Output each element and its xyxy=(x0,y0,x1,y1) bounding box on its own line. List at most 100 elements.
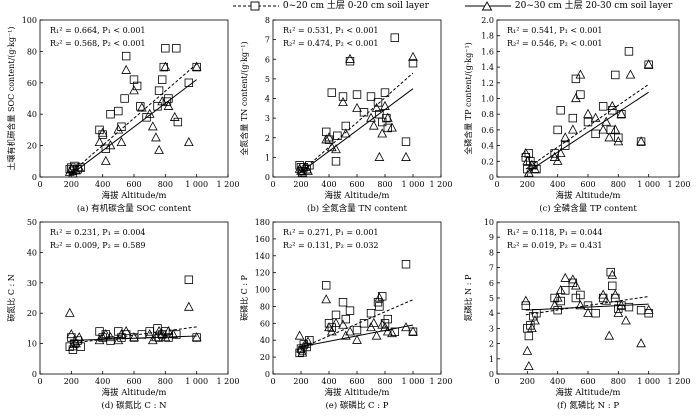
data-point-triangle xyxy=(555,148,566,158)
data-point-square xyxy=(614,133,623,142)
data-point-square xyxy=(153,102,162,111)
data-point-triangle xyxy=(352,102,362,112)
data-point-square xyxy=(561,286,570,295)
fit-line-0-20cm xyxy=(299,72,414,174)
data-point-square xyxy=(401,137,411,146)
fit-line-0-20cm xyxy=(69,63,197,175)
data-point-square xyxy=(121,51,131,61)
data-point-triangle xyxy=(71,338,81,348)
data-point-triangle xyxy=(643,304,654,314)
data-point-square xyxy=(373,98,383,107)
x-tick-label: 400 xyxy=(550,377,565,386)
data-point-square xyxy=(338,298,348,307)
chart-panel-d: 0 200 400 600 800 1 000 1 200 0 10 20 30 40 50 海拔 Alt… xyxy=(6,218,239,411)
data-point-triangle xyxy=(105,140,116,150)
data-point-triangle xyxy=(604,330,615,340)
data-point-triangle xyxy=(157,96,168,106)
x-tick-label: 0 xyxy=(494,377,499,386)
data-point-square xyxy=(106,110,115,119)
y-tick-label: 80 xyxy=(27,47,37,56)
data-point-triangle xyxy=(324,132,334,142)
data-point-triangle xyxy=(408,326,418,336)
data-point-triangle xyxy=(401,151,411,161)
data-point-triangle xyxy=(338,319,348,329)
legend-solid-line-triangle-icon xyxy=(465,0,511,10)
data-point-triangle xyxy=(613,307,624,317)
data-point-triangle xyxy=(575,69,586,79)
data-point-triangle xyxy=(575,300,586,310)
data-point-square xyxy=(591,129,600,139)
data-point-square xyxy=(571,74,581,84)
y-axis-label: 氮磷比 N : P xyxy=(463,274,473,321)
x-axis-label: 海拔 Altitude/m xyxy=(102,190,167,201)
y-tick-label: 120 xyxy=(255,269,270,278)
data-point-triangle xyxy=(560,132,571,142)
data-point-triangle xyxy=(163,100,174,110)
data-point-square xyxy=(390,327,399,336)
data-point-triangle xyxy=(321,134,332,144)
data-point-square xyxy=(571,293,581,303)
data-point-triangle xyxy=(324,322,334,332)
fit-line-0-20cm xyxy=(525,295,649,316)
data-point-square xyxy=(636,305,646,315)
y-axis-label: 碳氮比 C : N xyxy=(6,274,16,321)
data-point-triangle xyxy=(303,165,313,175)
chart-title: (d) 碳氮比 C : N xyxy=(101,400,167,411)
data-point-square xyxy=(529,312,538,321)
x-tick-label: 1 200 xyxy=(430,377,453,386)
data-point-triangle xyxy=(68,168,78,178)
data-point-triangle xyxy=(151,132,161,142)
data-point-square xyxy=(366,92,376,101)
x-tick-label: 0 xyxy=(37,377,42,386)
data-point-triangle xyxy=(382,326,393,336)
data-point-triangle xyxy=(401,322,411,332)
x-tick-label: 800 xyxy=(377,377,392,386)
chart-title: (a) 有机碳含量 SOC content xyxy=(77,203,192,214)
data-point-triangle xyxy=(144,108,155,118)
y-tick-label: 2 xyxy=(265,134,270,143)
data-point-triangle xyxy=(368,317,379,327)
legend-series-1-label: 0~20 cm 土层 0-20 cm soil layer xyxy=(282,1,429,11)
data-point-triangle xyxy=(154,144,164,154)
x-tick-label: 400 xyxy=(321,180,336,189)
data-point-triangle xyxy=(113,124,124,134)
y-tick-label: 60 xyxy=(260,319,270,328)
data-point-triangle xyxy=(183,301,194,311)
x-tick-label: 600 xyxy=(580,377,595,386)
y-tick-label: 10 xyxy=(27,340,37,349)
x-tick-label: 1 000 xyxy=(402,180,425,189)
data-point-square xyxy=(375,302,384,311)
data-point-triangle xyxy=(387,122,397,132)
y-tick-label: 160 xyxy=(255,235,270,244)
x-tick-label: 600 xyxy=(580,180,595,189)
data-point-triangle xyxy=(97,127,108,137)
y-tick-label: 40 xyxy=(27,248,37,257)
y-tick-label: 180 xyxy=(255,218,270,227)
y-tick-label: 60 xyxy=(27,79,37,88)
x-tick-label: 1 200 xyxy=(668,377,691,386)
data-point-triangle xyxy=(570,280,581,290)
x-tick-label: 0 xyxy=(270,180,275,189)
data-point-triangle xyxy=(94,335,105,345)
fit-line-20-30cm xyxy=(69,79,197,176)
stats-annotation: R₂² = 0.019, P₂ = 0.431 xyxy=(507,241,603,250)
data-point-triangle xyxy=(191,332,202,342)
x-tick-label: 1 000 xyxy=(637,180,660,189)
y-tick-label: 1.0 xyxy=(481,95,494,104)
data-point-triangle xyxy=(71,165,81,175)
data-point-square xyxy=(611,70,620,80)
data-point-triangle xyxy=(326,142,337,152)
y-tick-label: 40 xyxy=(260,336,270,345)
y-tick-label: 0.4 xyxy=(481,142,494,151)
data-point-square xyxy=(184,275,194,284)
data-point-triangle xyxy=(522,155,533,165)
data-point-square xyxy=(556,106,565,115)
data-point-triangle xyxy=(331,144,341,154)
x-tick-label: 800 xyxy=(611,377,626,386)
data-point-triangle xyxy=(601,116,612,126)
data-point-square xyxy=(114,106,123,116)
data-point-triangle xyxy=(382,112,393,122)
data-point-triangle xyxy=(147,335,158,345)
x-tick-label: 800 xyxy=(158,180,173,189)
